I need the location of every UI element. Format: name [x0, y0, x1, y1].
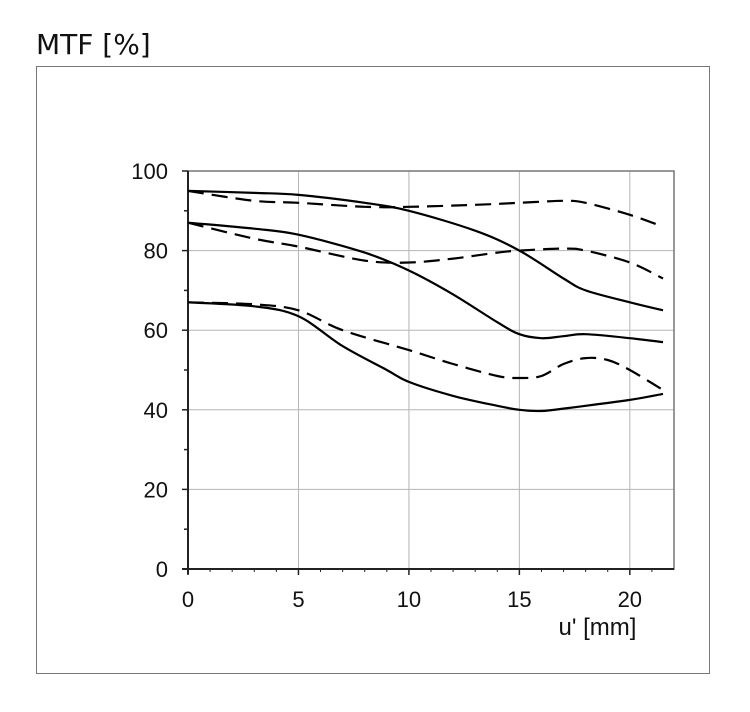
x-tick-label: 0: [182, 587, 194, 612]
tick-labels: 0 20 40 60 80 100 0 5 10 15 20: [131, 159, 642, 612]
y-tick-label: 0: [156, 557, 168, 582]
dashed-series-line-4: [187, 221, 664, 280]
solid-series-line-5: [187, 301, 664, 413]
x-tick-label: 5: [292, 587, 304, 612]
axes: [182, 170, 674, 575]
dashed-series-line-2: [187, 189, 664, 228]
chart-frame: [36, 66, 710, 674]
y-tick-label: 20: [144, 477, 168, 502]
dashed-series-line-6: [187, 301, 664, 391]
plot-border: [187, 170, 675, 570]
grid: [188, 171, 674, 569]
x-axis-label: u' [mm]: [559, 614, 637, 641]
x-tick-label: 20: [618, 587, 642, 612]
series-lines: [187, 189, 664, 413]
y-tick-label: 60: [144, 318, 168, 343]
x-tick-label: 10: [397, 587, 421, 612]
x-tick-label: 15: [507, 587, 531, 612]
y-tick-label: 100: [131, 159, 168, 184]
solid-series-line-1: [187, 189, 664, 312]
chart-title: MTF [%]: [36, 28, 151, 61]
y-tick-label: 80: [144, 239, 168, 264]
y-tick-label: 40: [144, 398, 168, 423]
solid-series-line-3: [187, 221, 664, 344]
